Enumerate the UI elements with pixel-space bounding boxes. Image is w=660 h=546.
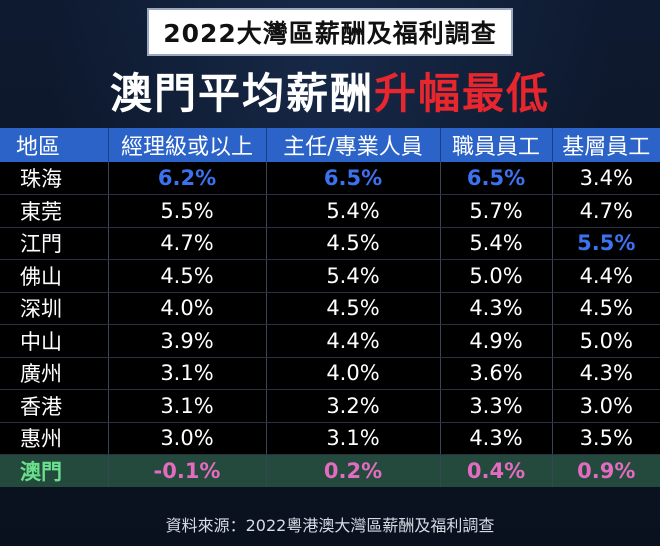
value-cell: 4.7% bbox=[552, 194, 660, 228]
region-cell: 香港 bbox=[0, 389, 109, 423]
value-cell: 6.2% bbox=[108, 162, 267, 195]
value-cell: 4.5% bbox=[266, 227, 441, 260]
table-row: 中山 3.9% 4.4% 4.9% 5.0% bbox=[0, 324, 660, 358]
header-frontline: 基層員工 bbox=[552, 128, 660, 162]
value-cell: 5.4% bbox=[266, 194, 441, 228]
value-cell: 5.7% bbox=[440, 194, 553, 228]
value-cell: 5.5% bbox=[552, 227, 660, 260]
value-cell: 3.2% bbox=[266, 389, 441, 423]
value-cell: 4.5% bbox=[266, 292, 441, 325]
table-row: 東莞 5.5% 5.4% 5.7% 4.7% bbox=[0, 194, 660, 228]
table-row: 惠州 3.0% 3.1% 4.3% 3.5% bbox=[0, 422, 660, 455]
value-cell: 4.4% bbox=[266, 324, 441, 358]
value-cell-macau: 0.4% bbox=[440, 454, 553, 487]
value-cell: 5.4% bbox=[266, 259, 441, 293]
region-cell: 深圳 bbox=[0, 292, 109, 325]
headline-emphasis: 升幅最低 bbox=[374, 69, 551, 118]
value-cell: 4.0% bbox=[266, 357, 441, 390]
value-cell: 5.5% bbox=[108, 194, 267, 228]
value-cell: 4.3% bbox=[440, 292, 553, 325]
region-cell: 中山 bbox=[0, 324, 109, 358]
table-row: 珠海 6.2% 6.5% 6.5% 3.4% bbox=[0, 162, 660, 195]
table-row: 佛山 4.5% 5.4% 5.0% 4.4% bbox=[0, 259, 660, 293]
source-note: 資料來源：2022粵港澳大灣區薪酬及福利調查 bbox=[165, 516, 495, 535]
region-cell-macau: 澳門 bbox=[0, 454, 109, 487]
value-cell: 5.4% bbox=[440, 227, 553, 260]
value-cell: 3.0% bbox=[108, 422, 267, 455]
header-region: 地區 bbox=[0, 128, 109, 162]
table-row: 深圳 4.0% 4.5% 4.3% 4.5% bbox=[0, 292, 660, 325]
subtitle-banner: 2022大灣區薪酬及福利調查 bbox=[0, 8, 660, 56]
value-cell: 3.3% bbox=[440, 389, 553, 423]
value-cell: 3.1% bbox=[266, 422, 441, 455]
value-cell: 4.3% bbox=[440, 422, 553, 455]
region-cell: 珠海 bbox=[0, 162, 109, 195]
value-cell-macau: -0.1% bbox=[108, 454, 267, 487]
value-cell: 4.5% bbox=[108, 259, 267, 293]
region-cell: 佛山 bbox=[0, 259, 109, 293]
region-cell: 江門 bbox=[0, 227, 109, 260]
value-cell: 3.5% bbox=[552, 422, 660, 455]
salary-increase-table: 地區 經理級或以上 主任/專業人員 職員員工 基層員工 珠海 6.2% 6.5% 6.… bbox=[0, 128, 660, 487]
table-row-macau: 澳門 -0.1% 0.2% 0.4% 0.9% bbox=[0, 454, 660, 487]
value-cell: 6.5% bbox=[266, 162, 441, 195]
table-row: 江門 4.7% 4.5% 5.4% 5.5% bbox=[0, 227, 660, 260]
value-cell: 4.3% bbox=[552, 357, 660, 390]
table-row: 廣州 3.1% 4.0% 3.6% 4.3% bbox=[0, 357, 660, 390]
value-cell: 3.1% bbox=[108, 357, 267, 390]
value-cell: 3.6% bbox=[440, 357, 553, 390]
header-supervisor: 主任/專業人員 bbox=[266, 128, 441, 162]
region-cell: 東莞 bbox=[0, 194, 109, 228]
value-cell: 4.7% bbox=[108, 227, 267, 260]
value-cell: 4.5% bbox=[552, 292, 660, 325]
value-cell: 3.4% bbox=[552, 162, 660, 195]
headline: 澳門平均薪酬升幅最低 bbox=[0, 60, 660, 121]
header-staff: 職員員工 bbox=[440, 128, 553, 162]
value-cell-macau: 0.2% bbox=[266, 454, 441, 487]
value-cell: 4.0% bbox=[108, 292, 267, 325]
region-cell: 廣州 bbox=[0, 357, 109, 390]
value-cell: 5.0% bbox=[552, 324, 660, 358]
value-cell: 6.5% bbox=[440, 162, 553, 195]
region-cell: 惠州 bbox=[0, 422, 109, 455]
header-manager: 經理級或以上 bbox=[108, 128, 267, 162]
table-row: 香港 3.1% 3.2% 3.3% 3.0% bbox=[0, 389, 660, 423]
headline-main: 澳門平均薪酬 bbox=[109, 69, 374, 118]
value-cell: 4.9% bbox=[440, 324, 553, 358]
value-cell: 4.4% bbox=[552, 259, 660, 293]
subtitle: 2022大灣區薪酬及福利調查 bbox=[147, 8, 513, 56]
value-cell: 3.9% bbox=[108, 324, 267, 358]
value-cell-macau: 0.9% bbox=[552, 454, 660, 487]
value-cell: 3.1% bbox=[108, 389, 267, 423]
value-cell: 3.0% bbox=[552, 389, 660, 423]
table-header-row: 地區 經理級或以上 主任/專業人員 職員員工 基層員工 bbox=[0, 128, 660, 162]
value-cell: 5.0% bbox=[440, 259, 553, 293]
